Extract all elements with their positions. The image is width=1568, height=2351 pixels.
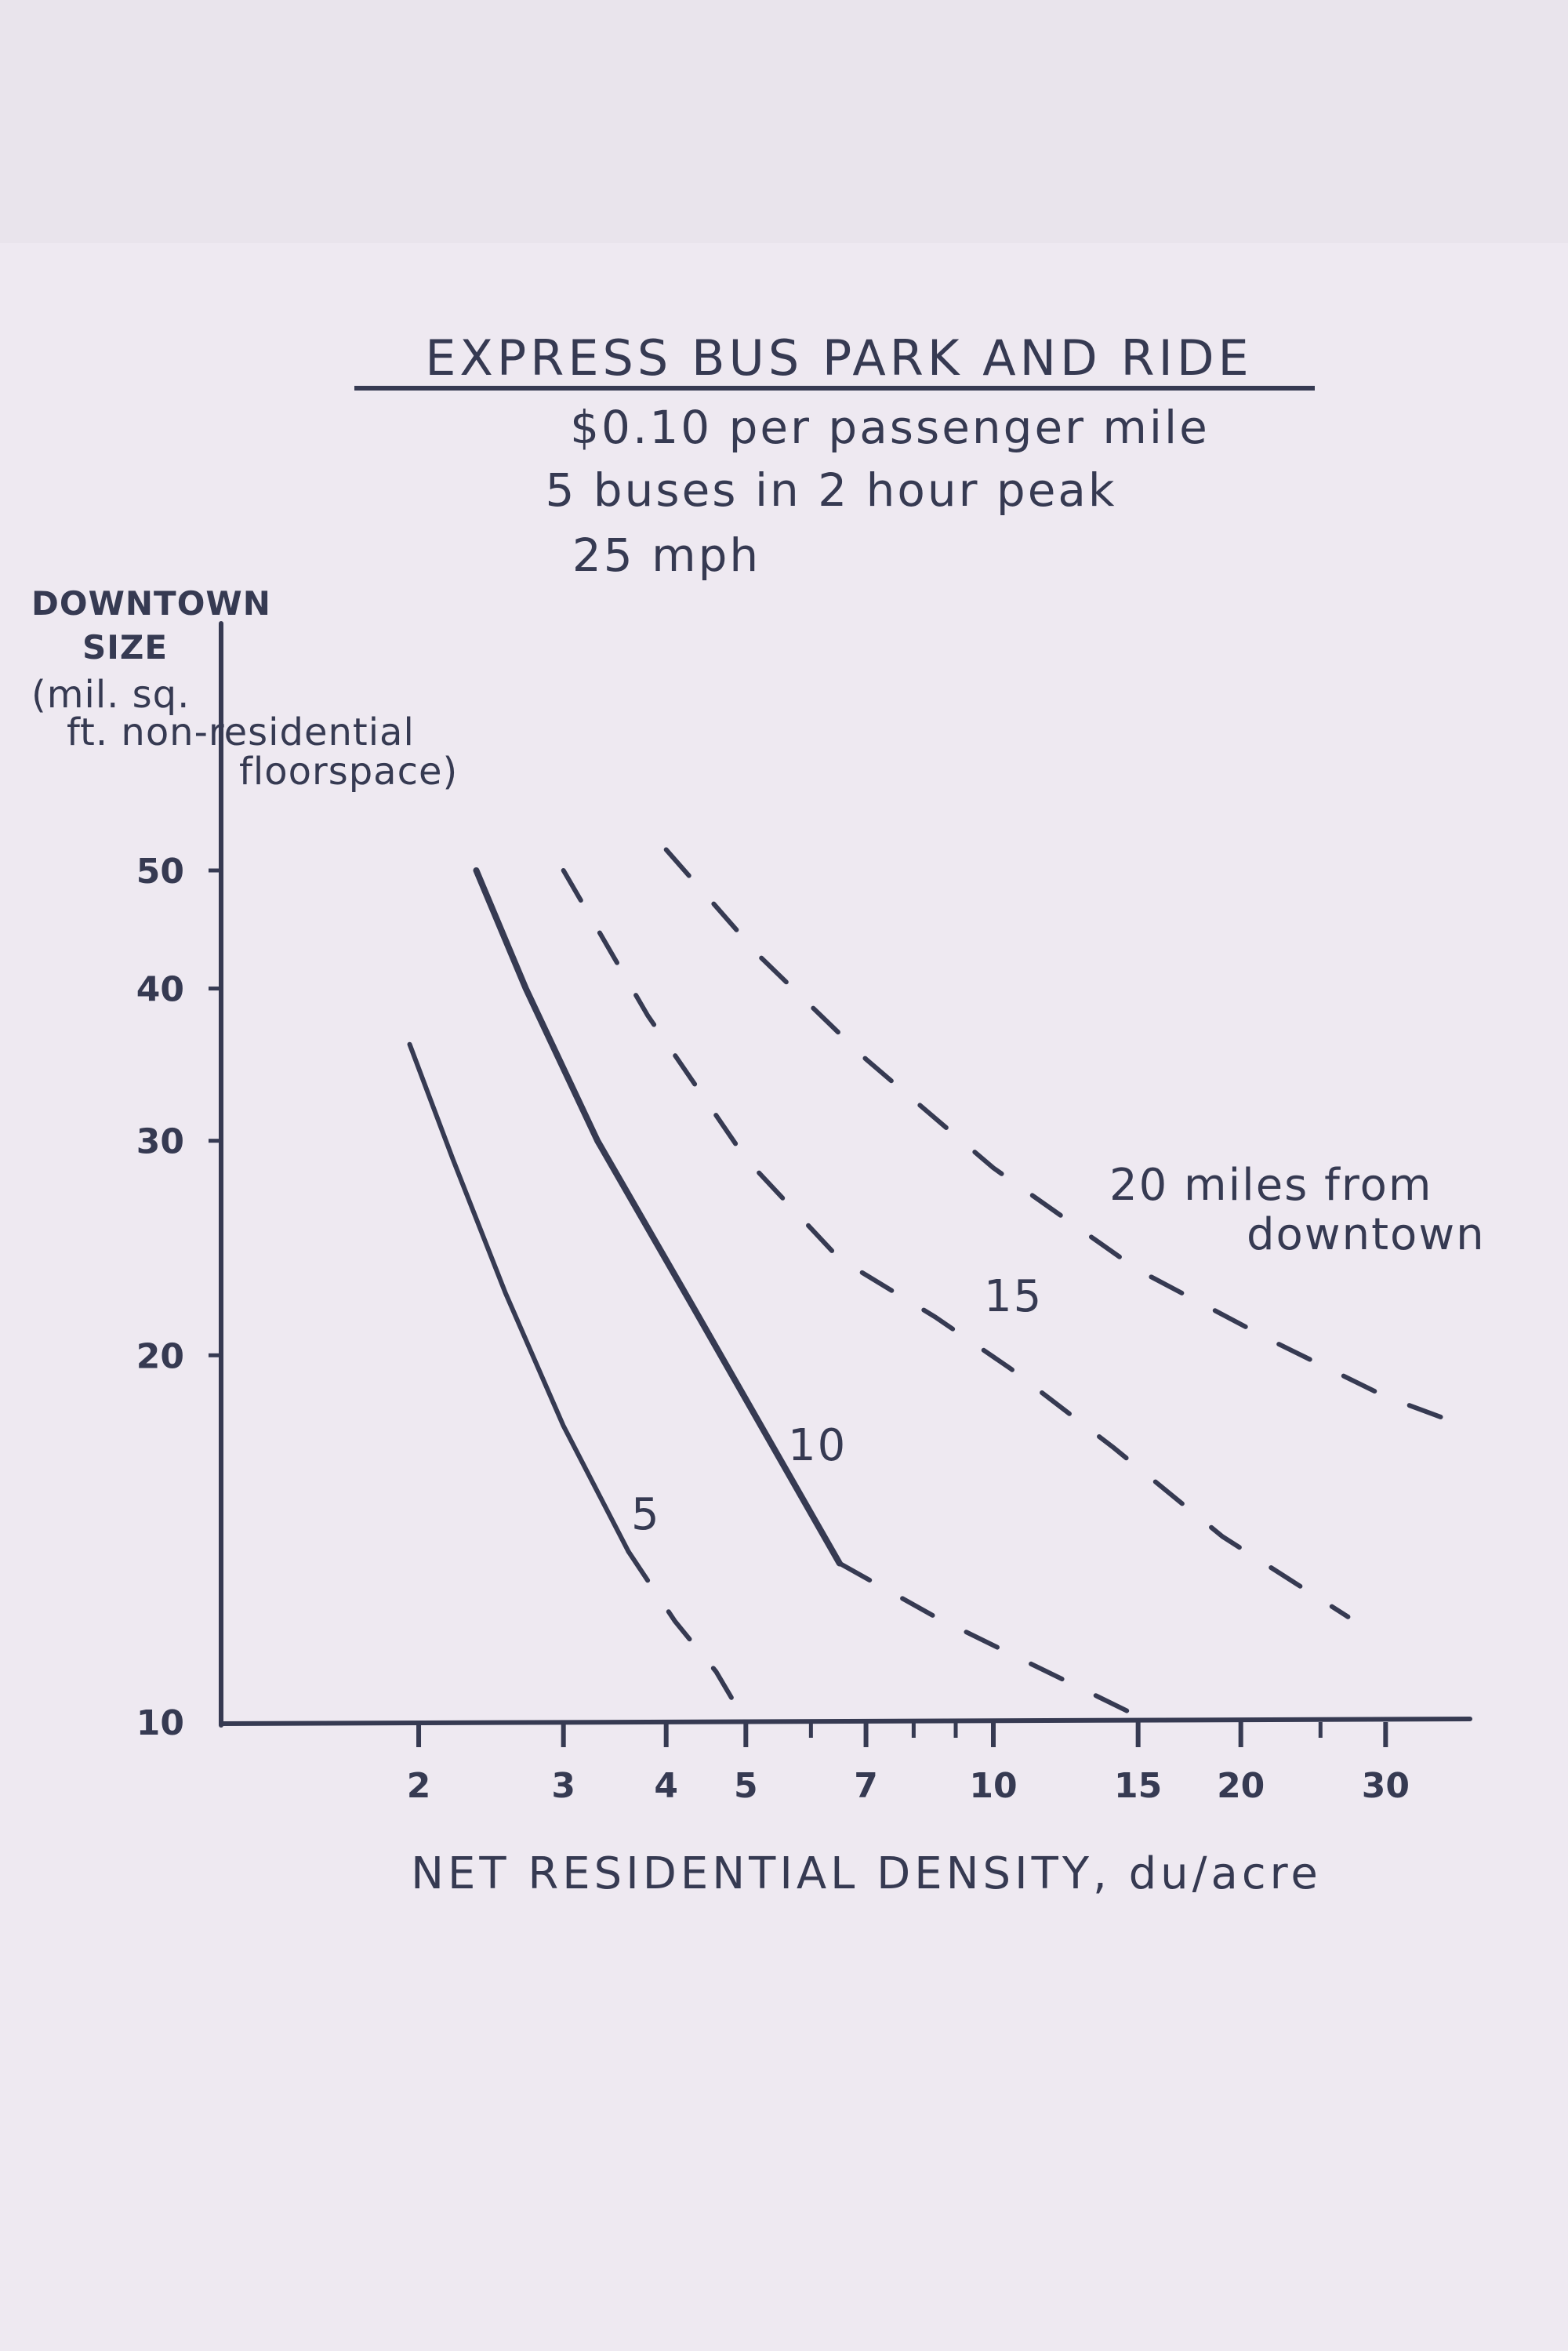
x-axis xyxy=(219,1717,1472,1726)
subtitle-line-2: 5 buses in 2 hour peak xyxy=(545,463,1116,517)
y-tick-label: 10 xyxy=(136,1703,184,1743)
series-line-solid xyxy=(407,1041,631,1554)
x-tick-label: 10 xyxy=(969,1766,1017,1806)
x-tick-label: 15 xyxy=(1114,1766,1162,1806)
x-tick-label: 30 xyxy=(1362,1766,1410,1806)
chart-title: EXPRESS BUS PARK AND RIDE xyxy=(425,329,1252,387)
y-tick-label: 20 xyxy=(136,1336,184,1376)
ylabel-line-5: floorspace) xyxy=(239,750,458,794)
ylabel-line-3: (mil. sq. xyxy=(31,673,190,717)
subtitle-line-1: $0.10 per passenger mile xyxy=(570,401,1210,454)
x-tick-label: 3 xyxy=(551,1766,575,1806)
series-line-dashed xyxy=(626,1549,749,1724)
x-tick-label: 20 xyxy=(1217,1766,1265,1806)
paper-panel xyxy=(0,243,1568,2351)
y-tick-label: 40 xyxy=(136,970,184,1010)
x-ticks: 2 3 4 5 7 10 15 20 30 xyxy=(407,1722,1410,1806)
x-tick-label: 5 xyxy=(734,1766,758,1806)
series-line-solid xyxy=(473,867,843,1567)
x-axis-label: NET RESIDENTIAL DENSITY, du/acre xyxy=(411,1848,1322,1899)
ylabel-line-4: ft. non-residential xyxy=(67,710,415,754)
y-tick-label: 30 xyxy=(136,1122,184,1162)
y-ticks: 10 20 30 40 50 xyxy=(136,852,221,1743)
series-line-dashed xyxy=(561,868,1351,1619)
title-underline xyxy=(354,386,1315,391)
curve-label-15: 15 xyxy=(984,1271,1043,1322)
subtitle-line-3: 25 mph xyxy=(572,529,760,582)
curve-label-20-line-2: downtown xyxy=(1247,1209,1486,1260)
curve-label-20-line-1: 20 miles from xyxy=(1109,1160,1432,1211)
x-tick-label: 4 xyxy=(654,1766,678,1806)
x-tick-label: 2 xyxy=(407,1766,431,1806)
series-layer xyxy=(407,847,1443,1724)
ylabel-line-1: DOWNTOWN xyxy=(31,584,271,623)
curve-label-5: 5 xyxy=(631,1489,661,1540)
series-line-dashed xyxy=(837,1561,1152,1724)
ylabel-line-2: SIZE xyxy=(82,628,168,667)
series-line-dashed xyxy=(663,847,1443,1419)
curve-label-10: 10 xyxy=(788,1420,847,1471)
y-tick-label: 50 xyxy=(136,852,184,892)
x-tick-label: 7 xyxy=(854,1766,878,1806)
